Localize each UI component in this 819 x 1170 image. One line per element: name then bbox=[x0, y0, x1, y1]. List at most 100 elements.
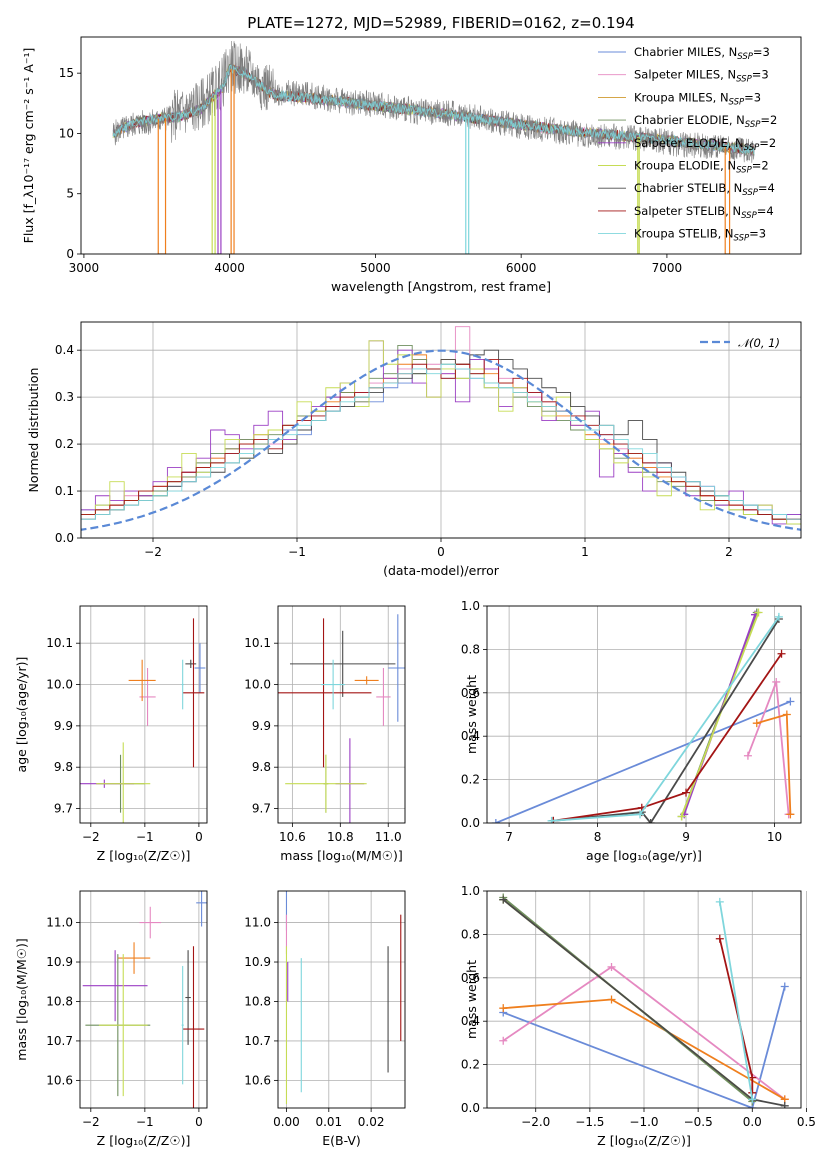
weight-series-salpeter-miles bbox=[499, 962, 789, 1104]
series-line bbox=[718, 901, 754, 1100]
series-marker bbox=[715, 897, 724, 906]
x-axis-label: Z [log₁₀(Z/Z☉)] bbox=[97, 848, 191, 863]
y-axis-label: age [log₁₀(age/yr)] bbox=[14, 657, 29, 773]
errorbar-point bbox=[181, 965, 184, 1085]
y-tick-label: 1.0 bbox=[461, 599, 480, 613]
masked-region-drop bbox=[157, 118, 167, 254]
errorbar-point bbox=[185, 659, 197, 668]
legend-entry: Chabrier STELIB, NSSP=4 bbox=[598, 181, 775, 198]
y-tick-label: 10.8 bbox=[46, 994, 73, 1008]
errorbar-point bbox=[354, 676, 379, 685]
y-tick-label: 0.6 bbox=[461, 971, 480, 985]
legend-entry: Salpeter STELIB, NSSP=4 bbox=[598, 204, 774, 221]
y-tick-label: 0.2 bbox=[461, 1058, 480, 1072]
series-marker bbox=[715, 934, 724, 943]
weight-series-salpeter-stelib bbox=[715, 934, 757, 1097]
y-tick-label: 0.2 bbox=[461, 773, 480, 787]
mass-vs-ebv-panel: 0.00 0.01 0.02 10.6 10.7 10.8 10.9 11.0 E(B-V) bbox=[244, 890, 406, 1148]
series-marker bbox=[780, 1101, 789, 1108]
spectrum-panel: PLATE=1272, MJD=52989, FIBERID=0162, z=0… bbox=[21, 14, 802, 294]
y-tick-label: 0.4 bbox=[461, 729, 480, 743]
legend-label: Salpeter MILES, NSSP=3 bbox=[634, 68, 769, 85]
weight-vs-metallicity-panel: −2.0 −1.5 −1.0 −0.5 0.0 0.5 0.0 0.2 0.4 0.6 0.8 1.0… bbox=[461, 884, 816, 1148]
x-tick-label: −1.0 bbox=[629, 1115, 658, 1129]
legend-label: Kroupa STELIB, NSSP=3 bbox=[634, 227, 766, 244]
masked-region-drop bbox=[465, 116, 470, 254]
legend-entry: Kroupa ELODIE, NSSP=2 bbox=[598, 159, 769, 176]
x-tick-label: 0.00 bbox=[273, 1115, 300, 1129]
series-marker bbox=[777, 649, 786, 658]
weight-series-orange bbox=[752, 710, 795, 819]
y-tick-label: 0.4 bbox=[55, 343, 74, 357]
x-tick-label: 0 bbox=[437, 545, 445, 559]
y-axis-label: mass [log₁₀(M/M☉)] bbox=[14, 938, 29, 1060]
errorbar-point bbox=[194, 643, 206, 693]
x-tick-label: −1 bbox=[136, 830, 154, 844]
y-tick-label: 10.0 bbox=[46, 678, 73, 692]
y-tick-label: 5 bbox=[66, 187, 74, 201]
series-marker bbox=[547, 816, 556, 823]
y-tick-label: 0.4 bbox=[461, 1014, 480, 1028]
legend-label: Chabrier ELODIE, NSSP=2 bbox=[634, 113, 777, 130]
errorbar-point bbox=[182, 618, 205, 768]
model-spectrum-kroupa-stelib-top bbox=[112, 64, 755, 156]
x-tick-label: 6000 bbox=[506, 261, 537, 275]
errorbar-point bbox=[98, 954, 148, 1097]
y-tick-label: 0.3 bbox=[55, 390, 74, 404]
legend-entry: Chabrier MILES, NSSP=3 bbox=[598, 45, 770, 62]
series-marker bbox=[607, 995, 616, 1004]
y-tick-label: 0.0 bbox=[461, 1101, 480, 1115]
x-axis-label: mass [log₁₀(M/M☉)] bbox=[280, 848, 402, 863]
axes-frame bbox=[486, 890, 802, 1109]
series-marker bbox=[499, 1036, 508, 1045]
series-line bbox=[502, 986, 786, 1108]
axes-frame bbox=[79, 890, 208, 1109]
y-axis-label: mass weight bbox=[464, 960, 479, 1039]
y-tick-label: 10 bbox=[59, 126, 74, 140]
legend-entry: Salpeter ELODIE, NSSP=2 bbox=[598, 136, 776, 153]
x-tick-label: 2 bbox=[725, 545, 733, 559]
y-tick-label: 0.8 bbox=[461, 642, 480, 656]
x-tick-label: 5000 bbox=[360, 261, 391, 275]
x-tick-label: 0.0 bbox=[743, 1115, 762, 1129]
histogram-step-kroupa-stelib bbox=[81, 363, 801, 538]
x-tick-label: 10.6 bbox=[279, 830, 306, 844]
x-tick-label: −0.5 bbox=[684, 1115, 713, 1129]
series-line bbox=[553, 618, 780, 823]
x-axis-label: Z [log₁₀(Z/Z☉)] bbox=[597, 1133, 691, 1148]
weight-series-orange bbox=[499, 995, 789, 1104]
y-tick-label: 9.7 bbox=[54, 802, 73, 816]
legend-label: Salpeter STELIB, NSSP=4 bbox=[634, 204, 774, 221]
x-tick-label: −2 bbox=[82, 1115, 100, 1129]
series-marker bbox=[743, 751, 752, 760]
y-tick-label: 10.1 bbox=[46, 636, 73, 650]
x-tick-label: 10.8 bbox=[327, 830, 354, 844]
series-marker bbox=[782, 710, 791, 719]
x-tick-label: −2.0 bbox=[521, 1115, 550, 1129]
series-line bbox=[495, 700, 791, 823]
x-tick-label: 0.02 bbox=[358, 1115, 385, 1129]
x-tick-label: 11.0 bbox=[375, 830, 402, 844]
weight-series-chabrier-stelib bbox=[549, 615, 783, 823]
residuals-histogram-panel: −2 −1 0 1 2 0.0 0.1 0.2 0.3 0.4 (data-model)/error… bbox=[26, 321, 802, 578]
x-tick-label: 0.01 bbox=[315, 1115, 342, 1129]
errorbar-point bbox=[376, 668, 391, 726]
x-tick-label: 1 bbox=[581, 545, 589, 559]
x-tick-label: −2 bbox=[144, 545, 162, 559]
series-marker bbox=[752, 719, 761, 728]
weight-series-kroupa-stelib bbox=[547, 612, 783, 823]
y-tick-label: 10.7 bbox=[46, 1034, 73, 1048]
x-tick-label: 10 bbox=[767, 830, 782, 844]
x-tick-label: 0.5 bbox=[797, 1115, 816, 1129]
axes-frame bbox=[79, 605, 208, 824]
errorbar-point bbox=[278, 618, 372, 768]
y-tick-label: 10.8 bbox=[244, 994, 271, 1008]
masked-region-drop bbox=[724, 146, 731, 254]
y-tick-label: 10.9 bbox=[46, 955, 73, 969]
y-axis-label: mass weight bbox=[464, 675, 479, 754]
legend-label: Chabrier STELIB, NSSP=4 bbox=[634, 181, 775, 198]
y-tick-label: 0 bbox=[66, 247, 74, 261]
legend-label: Kroupa MILES, NSSP=3 bbox=[634, 90, 761, 107]
y-tick-label: 9.8 bbox=[54, 760, 73, 774]
